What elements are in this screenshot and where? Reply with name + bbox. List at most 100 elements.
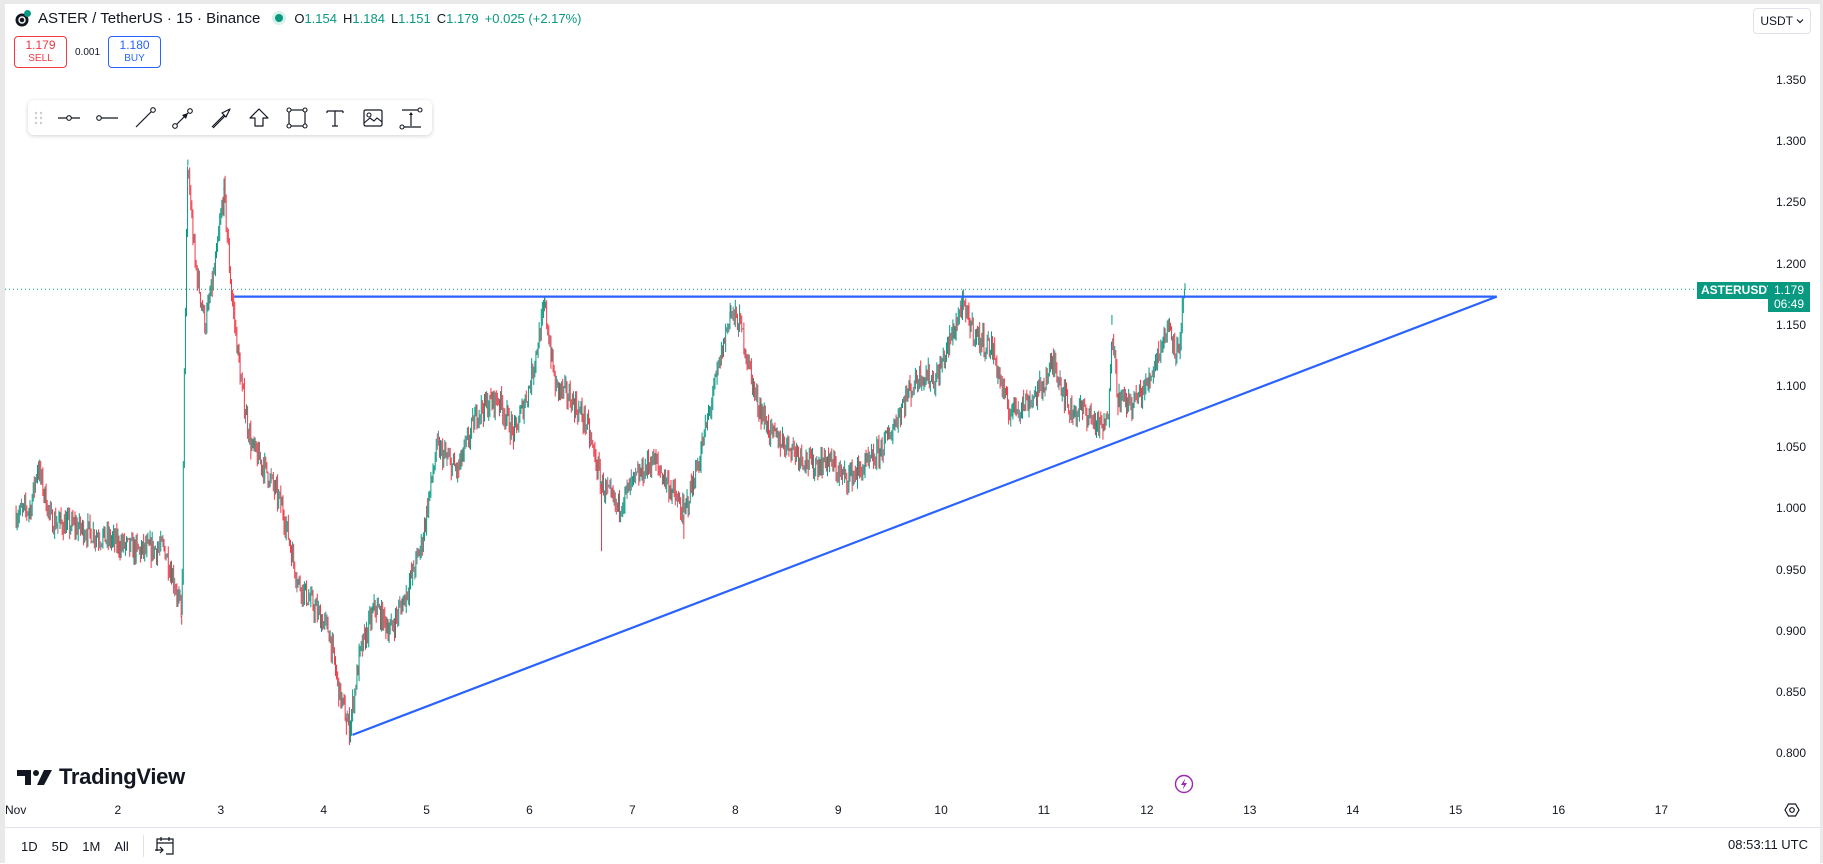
price-tick: 1.250 bbox=[1775, 195, 1806, 210]
horizontal-line-tool[interactable] bbox=[50, 100, 88, 135]
time-tick: 9 bbox=[834, 803, 842, 817]
price-range-tool[interactable] bbox=[392, 100, 430, 135]
support-line-drawing[interactable] bbox=[352, 295, 1498, 736]
divider bbox=[142, 835, 144, 857]
price-tick: 0.850 bbox=[1775, 685, 1806, 699]
tradingview-logo-text: TradingView bbox=[59, 764, 185, 789]
image-icon bbox=[363, 108, 383, 127]
lightning-bolt-icon bbox=[1174, 774, 1194, 794]
trend-line-tool[interactable] bbox=[126, 100, 164, 135]
low-key: L bbox=[390, 10, 399, 26]
arrow-tool[interactable] bbox=[202, 100, 240, 135]
bottom-toolbar: 1D 5D 1M All 08:53:11 UTC bbox=[5, 827, 1820, 864]
price-scale[interactable]: 1.350 1.300 1.250 1.200 1.150 1.100 1.050 1.000… bbox=[1752, 0, 1820, 795]
change-value: +0.025 (+2.17%) bbox=[484, 10, 582, 26]
high-key: H bbox=[343, 10, 353, 26]
window-frame-top bbox=[0, 0, 1823, 4]
realtime-alert-button[interactable] bbox=[1174, 774, 1194, 794]
open-value: 1.154 bbox=[304, 10, 337, 26]
price-tick: 0.900 bbox=[1775, 623, 1806, 638]
tradingview-logo[interactable]: TradingView bbox=[17, 764, 185, 790]
range-all[interactable]: All bbox=[114, 838, 129, 854]
arrow-marker-icon bbox=[172, 107, 193, 129]
tradingview-logo-icon bbox=[17, 770, 52, 785]
range-1m[interactable]: 1M bbox=[82, 838, 101, 854]
arrow-up-icon bbox=[249, 107, 269, 127]
time-tick: 16 bbox=[1551, 803, 1566, 817]
sell-price: 1.179 bbox=[25, 38, 56, 52]
window-frame-right bbox=[1820, 0, 1823, 863]
price-tick: 0.800 bbox=[1775, 746, 1806, 761]
time-tick: 10 bbox=[934, 803, 948, 817]
close-value: 1.179 bbox=[446, 10, 479, 26]
arrow-up-tool[interactable] bbox=[240, 100, 278, 135]
time-tick: 15 bbox=[1448, 803, 1463, 817]
price-chart-canvas[interactable] bbox=[0, 0, 1752, 795]
arrow-marker-tool[interactable] bbox=[164, 100, 202, 135]
currency-label: USDT bbox=[1760, 14, 1793, 28]
price-tick: 1.150 bbox=[1775, 317, 1806, 332]
trend-line-icon bbox=[135, 106, 156, 127]
price-tick: 1.200 bbox=[1775, 256, 1806, 271]
window-frame-left bbox=[0, 0, 5, 863]
text-icon bbox=[326, 109, 344, 127]
chevron-down-icon bbox=[1796, 19, 1804, 24]
time-tick: 3 bbox=[217, 803, 225, 817]
low-value: 1.151 bbox=[398, 10, 431, 26]
price-tick: 0.950 bbox=[1775, 562, 1806, 577]
rectangle-tool[interactable] bbox=[278, 100, 316, 135]
spread-value: 0.001 bbox=[75, 46, 101, 58]
currency-unit-dropdown[interactable]: USDT bbox=[1753, 8, 1811, 34]
price-tick: 1.100 bbox=[1775, 379, 1806, 393]
last-price-tag: 1.179 06:49 bbox=[1768, 282, 1810, 312]
price-tick: 1.000 bbox=[1775, 501, 1806, 516]
time-tick: 8 bbox=[731, 803, 739, 817]
price-tick: 1.050 bbox=[1775, 440, 1806, 455]
arrow-icon bbox=[211, 107, 231, 128]
horizontal-line-icon bbox=[58, 114, 80, 121]
price-range-icon bbox=[399, 106, 423, 130]
horizontal-ray-tool[interactable] bbox=[88, 100, 126, 135]
sell-label: SELL bbox=[28, 53, 53, 64]
close-key: C bbox=[436, 10, 447, 26]
market-open-status-icon bbox=[272, 11, 287, 25]
drag-handle-icon bbox=[34, 111, 43, 124]
time-tick: 11 bbox=[1037, 803, 1051, 817]
image-tool[interactable] bbox=[354, 100, 392, 135]
trade-buttons: 1.179 SELL 0.001 1.180 BUY bbox=[14, 36, 162, 68]
go-to-date-button[interactable] bbox=[154, 836, 176, 856]
settings-hexagon-icon bbox=[1784, 803, 1800, 817]
last-price-symbol-tag: ASTERUSDT bbox=[1697, 282, 1779, 299]
time-tick: 7 bbox=[629, 803, 636, 817]
symbol-title[interactable]: ASTER / TetherUS · 15 · Binance bbox=[38, 9, 261, 27]
time-tick: 14 bbox=[1346, 803, 1360, 817]
calendar-goto-icon bbox=[154, 837, 174, 855]
toolbar-drag-handle[interactable] bbox=[28, 100, 50, 135]
horizontal-ray-icon bbox=[96, 114, 118, 121]
drawing-toolbar bbox=[28, 100, 432, 135]
time-scale[interactable]: Nov 2 3 4 5 6 7 8 9 10 11 12 13 14 15 16 17 bbox=[0, 795, 1823, 823]
price-tick: 1.350 bbox=[1775, 73, 1806, 87]
range-1d[interactable]: 1D bbox=[21, 838, 38, 854]
time-tick: 13 bbox=[1243, 803, 1257, 817]
ohlc-values: O1.154 H1.184 L1.151 C1.179 +0.025 (+2.1… bbox=[294, 11, 581, 26]
time-tick: 4 bbox=[320, 803, 328, 817]
buy-button[interactable]: 1.180 BUY bbox=[108, 36, 162, 68]
sell-button[interactable]: 1.179 SELL bbox=[14, 36, 67, 68]
bar-countdown: 06:49 bbox=[1773, 297, 1805, 311]
buy-price: 1.180 bbox=[119, 38, 150, 52]
utc-clock: 08:53:11 UTC bbox=[1728, 837, 1808, 852]
range-5d[interactable]: 5D bbox=[51, 838, 69, 854]
open-key: O bbox=[294, 10, 305, 26]
aster-coin-icon bbox=[14, 9, 32, 27]
time-tick: 17 bbox=[1654, 803, 1669, 817]
price-tick: 1.300 bbox=[1775, 134, 1806, 149]
time-tick: 2 bbox=[114, 803, 122, 817]
high-value: 1.184 bbox=[352, 10, 385, 26]
last-price-value: 1.179 bbox=[1773, 283, 1805, 297]
time-tick: Nov bbox=[5, 803, 27, 817]
symbol-legend: ASTER / TetherUS · 15 · Binance O1.154 H… bbox=[14, 9, 582, 27]
text-tool[interactable] bbox=[316, 100, 354, 135]
chart-settings-button[interactable] bbox=[1784, 802, 1800, 823]
rectangle-icon bbox=[286, 106, 308, 129]
